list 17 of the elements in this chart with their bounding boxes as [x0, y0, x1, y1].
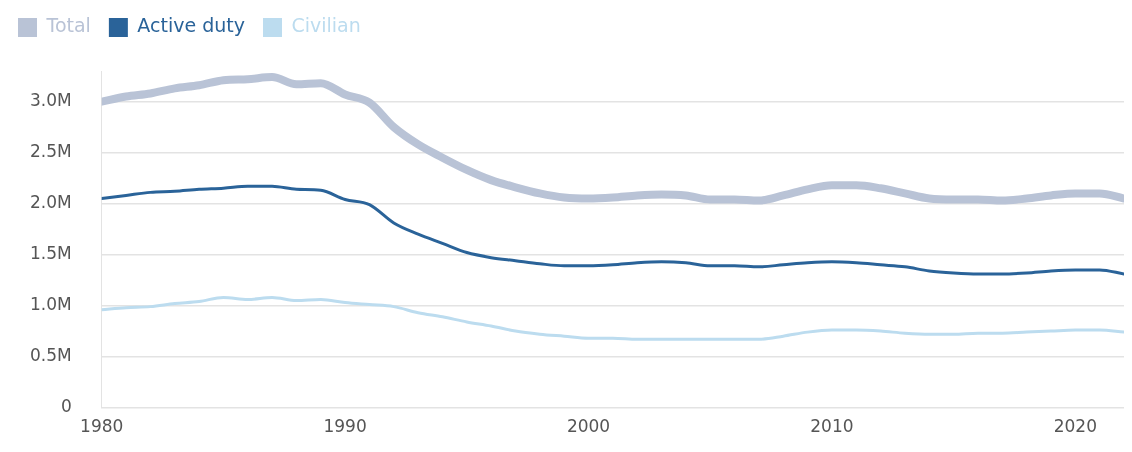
legend-label: Civilian: [291, 14, 361, 37]
line-series: [101, 295, 1124, 341]
y-tick-label: 1.0M: [30, 294, 72, 315]
y-tick-label: 2.5M: [30, 141, 72, 162]
y-tick-label: 2.0M: [30, 192, 72, 213]
line-series: [101, 184, 1124, 276]
y-tick-label: 0.5M: [30, 345, 72, 366]
x-tick-label: 2000: [566, 416, 611, 437]
legend-label: Active duty: [137, 14, 245, 37]
legend-label: Total: [45, 14, 91, 37]
y-tick-label: 3.0M: [30, 90, 72, 111]
y-tick-label: 0: [60, 396, 72, 417]
x-tick-label: 2020: [1053, 416, 1097, 437]
x-tick-label: 1990: [323, 416, 367, 437]
x-tick-label: 1980: [80, 416, 124, 437]
y-tick-label: 1.5M: [30, 243, 72, 264]
x-tick-label: 2010: [810, 416, 854, 437]
